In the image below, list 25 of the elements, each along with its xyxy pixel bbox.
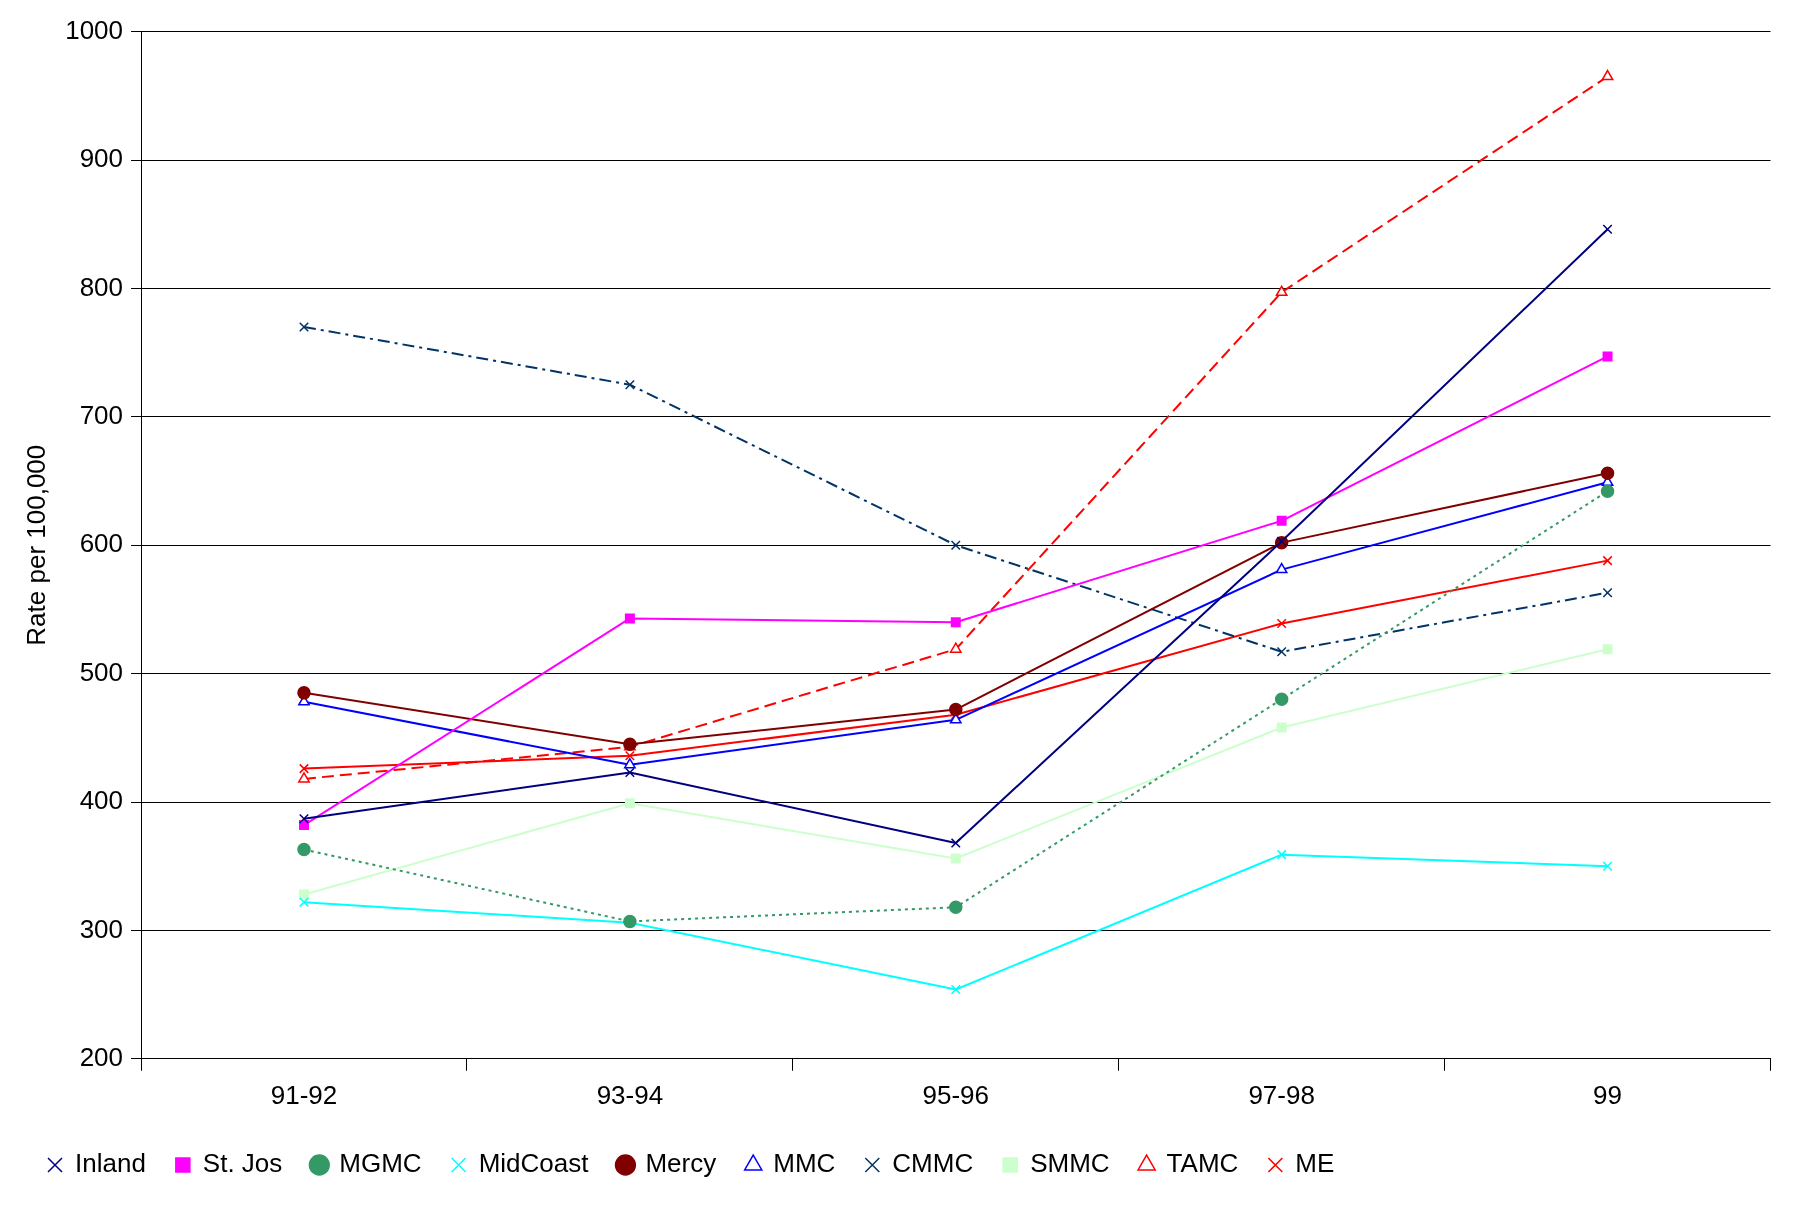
x-tick-label: 97-98 <box>1248 1079 1315 1110</box>
x-tick-label: 93-94 <box>596 1079 664 1110</box>
y-tick-label: 200 <box>79 1041 124 1072</box>
legend-label: SMMC <box>1030 1148 1110 1179</box>
legend-label: CMMC <box>892 1148 974 1179</box>
legend-label: Mercy <box>645 1148 717 1179</box>
x-tick-label: 99 <box>1593 1079 1623 1110</box>
y-tick-label: 700 <box>79 399 124 430</box>
legend-label: Inland <box>75 1148 146 1179</box>
legend-label: ME <box>1295 1148 1335 1179</box>
legend-label: MGMC <box>339 1148 422 1179</box>
y-tick-label: 800 <box>79 271 124 302</box>
legend-label: MMC <box>773 1148 836 1179</box>
y-tick-label: 1000 <box>65 14 124 45</box>
y-tick-label: 600 <box>79 528 124 559</box>
x-tick-label: 91-92 <box>270 1079 338 1110</box>
x-tick-label: 95-96 <box>922 1079 990 1110</box>
y-axis-title: Rate per 100,000 <box>20 444 51 646</box>
legend-label: MidCoast <box>478 1148 590 1179</box>
y-tick-label: 500 <box>79 656 124 687</box>
y-tick-label: 300 <box>79 913 124 944</box>
legend-label: TAMC <box>1166 1148 1239 1179</box>
y-tick-label: 400 <box>79 785 124 816</box>
legend-label: St. Jos <box>202 1148 283 1179</box>
y-tick-label: 900 <box>79 143 124 174</box>
